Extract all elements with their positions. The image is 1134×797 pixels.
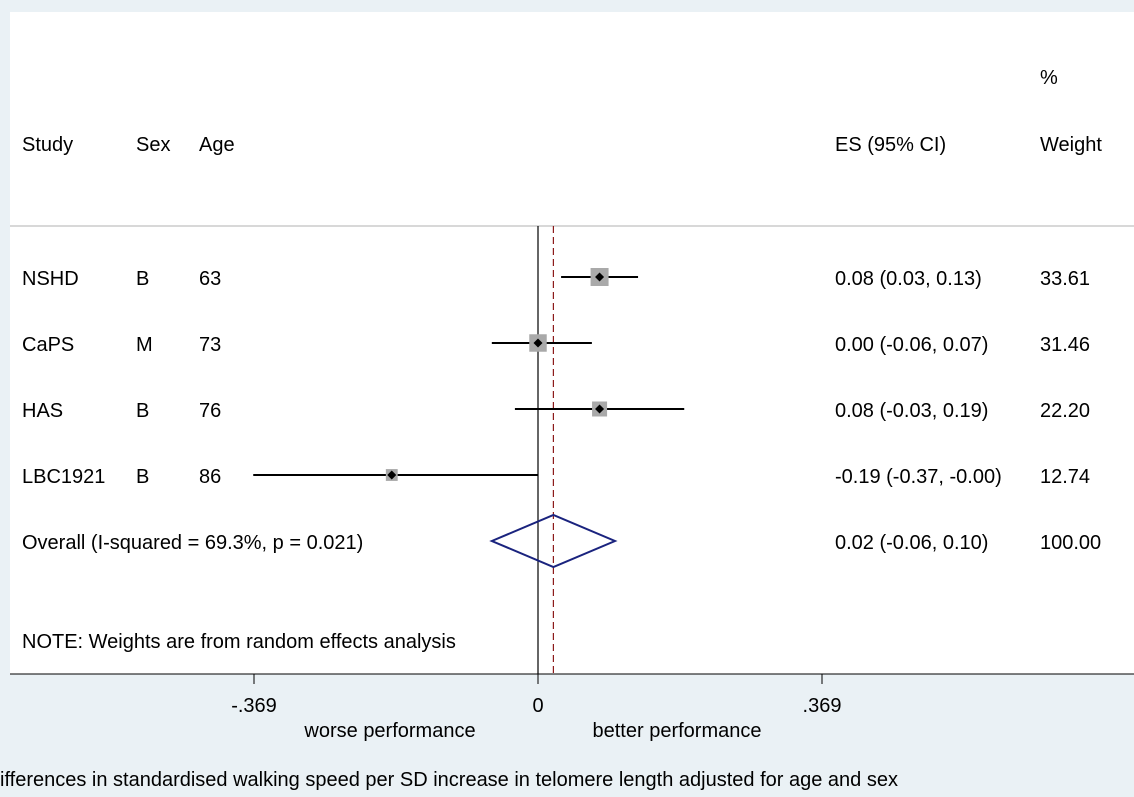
- overall-label: Overall (I-squared = 69.3%, p = 0.021): [22, 532, 363, 554]
- plot-marks: [253, 226, 685, 674]
- study-point-estimate: [533, 338, 543, 348]
- study-sex: B: [136, 466, 149, 488]
- study-weight-text: 12.74: [1040, 466, 1090, 488]
- study-es-text: 0.08 (-0.03, 0.19): [835, 400, 988, 422]
- study-point-estimate: [595, 272, 605, 282]
- study-point-estimate: [595, 404, 605, 414]
- x-tick-label: 0: [532, 695, 543, 717]
- header-weight-percent: %: [1040, 67, 1058, 89]
- x-tick-label: .369: [803, 695, 842, 717]
- x-direction-right: better performance: [593, 720, 762, 742]
- study-name: LBC1921: [22, 466, 105, 488]
- header-age: Age: [199, 134, 235, 156]
- overall-diamond: [489, 513, 618, 569]
- header-sex: Sex: [136, 134, 170, 156]
- overall-weight-text: 100.00: [1040, 532, 1101, 554]
- study-sex: B: [136, 268, 149, 290]
- study-weight-text: 33.61: [1040, 268, 1090, 290]
- note-text: NOTE: Weights are from random effects an…: [22, 631, 456, 653]
- study-weight-text: 31.46: [1040, 334, 1090, 356]
- study-name: NSHD: [22, 268, 79, 290]
- header-study: Study: [22, 134, 73, 156]
- study-point-estimate: [387, 470, 397, 480]
- study-sex: M: [136, 334, 153, 356]
- header-es-ci: ES (95% CI): [835, 134, 946, 156]
- study-sex: B: [136, 400, 149, 422]
- overall-es-text: 0.02 (-0.06, 0.10): [835, 532, 988, 554]
- figure-caption: ifferences in standardised walking speed…: [0, 769, 898, 791]
- study-age: 86: [199, 466, 221, 488]
- x-direction-left: worse performance: [303, 720, 475, 742]
- x-axis-ticks: -.369 0 .369: [231, 674, 841, 717]
- study-age: 73: [199, 334, 221, 356]
- study-es-text: 0.08 (0.03, 0.13): [835, 268, 982, 290]
- study-name: HAS: [22, 400, 63, 422]
- study-age: 76: [199, 400, 221, 422]
- x-tick-label: -.369: [231, 695, 277, 717]
- study-es-text: 0.00 (-0.06, 0.07): [835, 334, 988, 356]
- study-rows: NSHD B 63 0.08 (0.03, 0.13) 33.61 CaPS M 73 0.00…: [22, 268, 1090, 488]
- header-weight: Weight: [1040, 134, 1102, 156]
- study-age: 63: [199, 268, 221, 290]
- study-name: CaPS: [22, 334, 74, 356]
- study-weight-text: 22.20: [1040, 400, 1090, 422]
- study-es-text: -0.19 (-0.37, -0.00): [835, 466, 1002, 488]
